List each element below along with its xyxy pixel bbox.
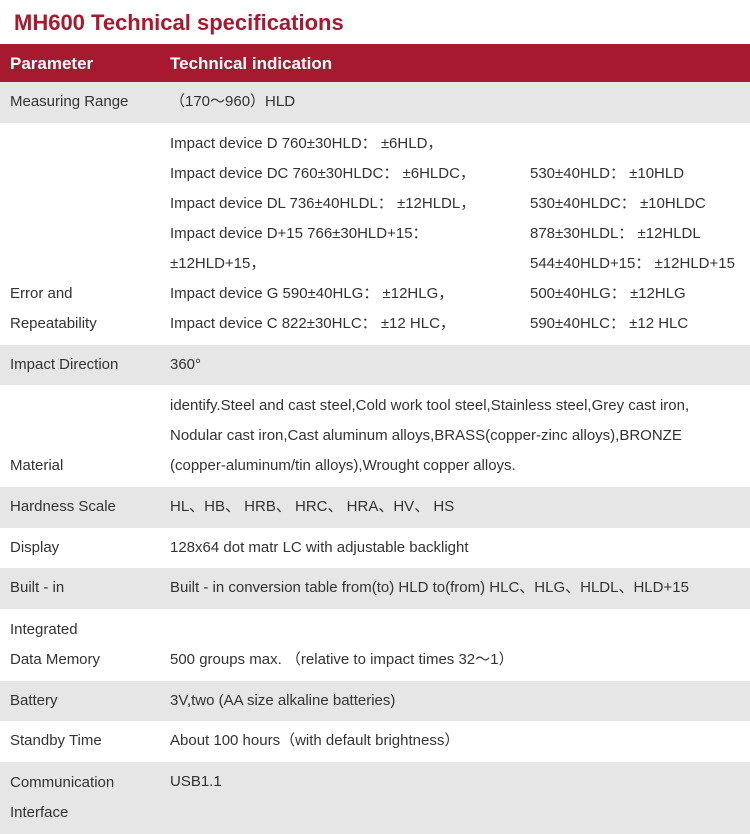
header-parameter: Parameter — [0, 46, 160, 82]
row-impact-direction: Impact Direction 360° — [0, 345, 750, 386]
row-standby-time: Standby Time About 100 hours（with defaul… — [0, 721, 750, 762]
param-value: HL、HB、 HRB、 HRC、 HRA、HV、 HS — [160, 487, 750, 528]
param-value: USB1.1 — [160, 762, 750, 834]
page-title: MH600 Technical specifications — [0, 0, 750, 46]
param-value: 3V,two (AA size alkaline batteries) — [160, 681, 750, 722]
param-value: About 100 hours（with default brightness） — [160, 721, 750, 762]
param-value: Built - in conversion table from(to) HLD… — [160, 568, 750, 609]
header-indication: Technical indication — [160, 46, 750, 82]
param-label: Measuring Range — [0, 82, 160, 123]
param-label: Error and Repeatability — [0, 123, 160, 345]
param-value: 360° — [160, 345, 750, 386]
param-value: 500 groups max. （relative to impact time… — [160, 609, 750, 681]
param-value: （170～960）HLD — [160, 82, 750, 123]
param-label: Impact Direction — [0, 345, 160, 386]
param-label: Battery — [0, 681, 160, 722]
param-label: Communication Interface — [0, 762, 160, 834]
param-label: Hardness Scale — [0, 487, 160, 528]
param-value-colB: 530±40HLD： ±10HLD 530±40HLDC： ±10HLDC 87… — [520, 123, 750, 345]
param-label: Built - in — [0, 568, 160, 609]
row-data-memory: Integrated Data Memory 500 groups max. （… — [0, 609, 750, 681]
param-label: Integrated Data Memory — [0, 609, 160, 681]
param-label: Display — [0, 528, 160, 569]
row-communication: Communication Interface USB1.1 — [0, 762, 750, 834]
row-built-in: Built - in Built - in conversion table f… — [0, 568, 750, 609]
param-label: Material — [0, 385, 160, 487]
param-value: identify.Steel and cast steel,Cold work … — [160, 385, 750, 487]
param-value: 128x64 dot matr LC with adjustable backl… — [160, 528, 750, 569]
spec-table: Parameter Technical indication Measuring… — [0, 46, 750, 834]
row-hardness-scale: Hardness Scale HL、HB、 HRB、 HRC、 HRA、HV、 … — [0, 487, 750, 528]
row-measuring-range: Measuring Range （170～960）HLD — [0, 82, 750, 123]
row-display: Display 128x64 dot matr LC with adjustab… — [0, 528, 750, 569]
param-label: Standby Time — [0, 721, 160, 762]
row-battery: Battery 3V,two (AA size alkaline batteri… — [0, 681, 750, 722]
param-value-colA: Impact device D 760±30HLD： ±6HLD， Impact… — [160, 123, 520, 345]
row-material: Material identify.Steel and cast steel,C… — [0, 385, 750, 487]
row-error-repeatability: Error and Repeatability Impact device D … — [0, 123, 750, 345]
